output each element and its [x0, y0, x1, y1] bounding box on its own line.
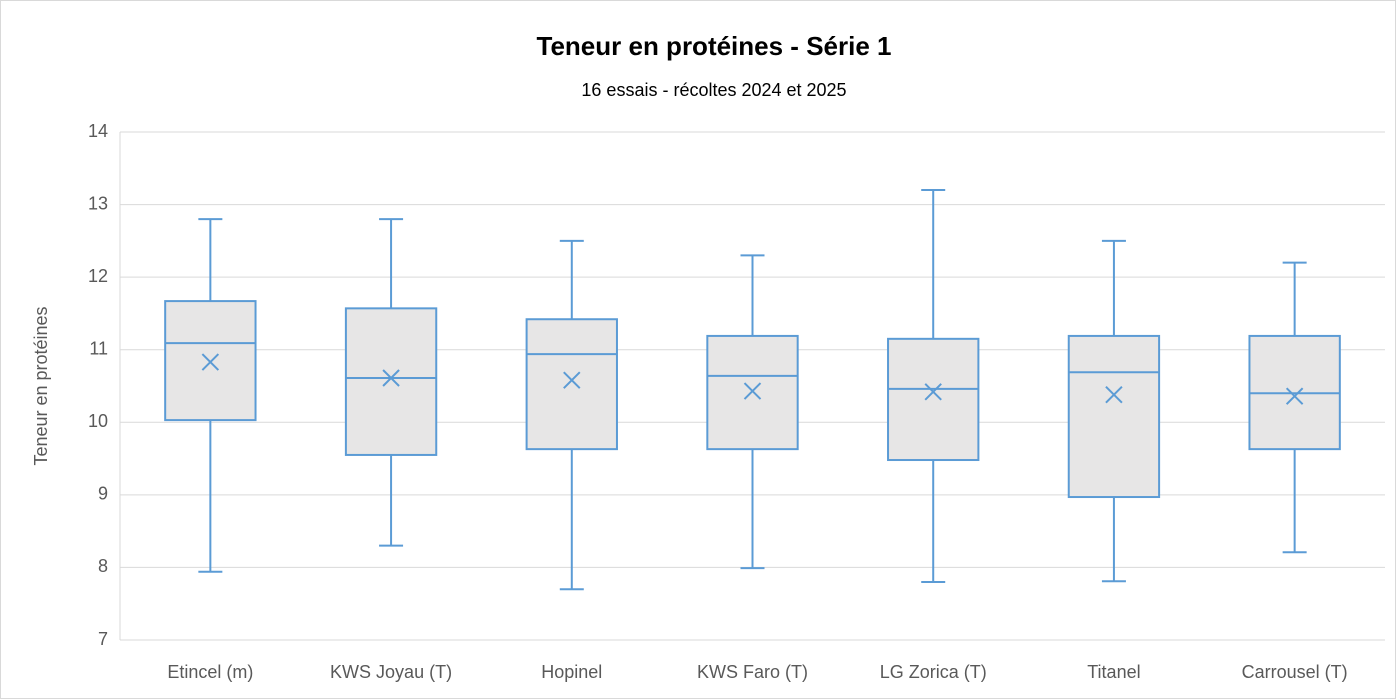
y-tick-label: 14 — [88, 121, 108, 141]
y-tick-label: 13 — [88, 193, 108, 213]
y-tick-label: 8 — [98, 556, 108, 576]
chart-title: Teneur en protéines - Série 1 — [537, 31, 892, 61]
x-tick-label: Carrousel (T) — [1242, 662, 1348, 682]
box — [344, 307, 438, 456]
y-tick-label: 9 — [98, 484, 108, 504]
chart-subtitle: 16 essais - récoltes 2024 et 2025 — [581, 80, 846, 100]
box — [525, 318, 618, 451]
mean-marker — [1285, 387, 1304, 405]
y-tick-label: 11 — [89, 338, 108, 358]
mean-marker — [563, 371, 581, 389]
y-axis-title: Teneur en protéines — [31, 306, 51, 465]
y-tick-label: 10 — [88, 411, 108, 431]
box — [1067, 334, 1161, 499]
mean-marker — [743, 382, 762, 400]
box — [164, 300, 257, 422]
x-tick-label: Hopinel — [541, 662, 602, 682]
x-tick-label: LG Zorica (T) — [880, 662, 987, 682]
box — [887, 337, 980, 462]
y-tick-label: 12 — [88, 266, 108, 286]
x-tick-label: Etincel (m) — [167, 662, 253, 682]
x-tick-label: KWS Joyau (T) — [330, 662, 452, 682]
x-tick-label: Titanel — [1087, 662, 1140, 682]
mean-marker — [201, 353, 220, 371]
y-tick-label: 7 — [98, 629, 108, 649]
mean-marker — [382, 369, 400, 387]
x-tick-label: KWS Faro (T) — [697, 662, 808, 682]
box — [706, 334, 799, 451]
mean-marker — [924, 383, 942, 401]
mean-marker — [1105, 386, 1123, 404]
